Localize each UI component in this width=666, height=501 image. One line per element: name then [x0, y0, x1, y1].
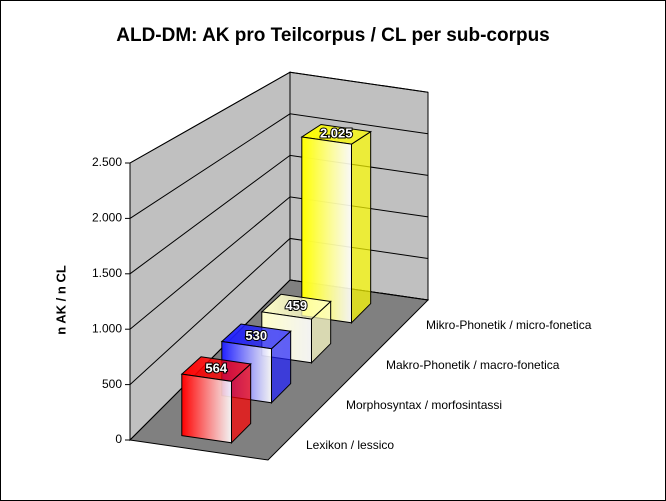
category-label: Morphosyntax / morfosintassi [346, 398, 502, 412]
y-tick-label: 2.000 [92, 211, 122, 225]
bar-group: 2.025 [300, 123, 373, 325]
data-label: 564 [205, 360, 227, 375]
bar-side [350, 130, 372, 325]
grid-line [129, 71, 429, 164]
y-tick-label: 2.500 [92, 155, 122, 169]
y-tick-label: 500 [102, 377, 122, 391]
category-label: Makro-Phonetik / macro-fonetica [386, 358, 560, 372]
bar-group: 564 [180, 356, 252, 445]
grid-line [129, 237, 429, 385]
y-tick-label: 1.000 [92, 321, 122, 335]
bar [181, 373, 232, 444]
data-label: 530 [245, 328, 267, 343]
data-label: 459 [285, 298, 307, 313]
bar [301, 136, 352, 324]
data-label: 2.025 [320, 126, 353, 141]
chart-title: ALD-DM: AK pro Teilcorpus / CL per sub-c… [116, 25, 550, 46]
grid-line [129, 154, 429, 275]
category-label: Mikro-Phonetik / micro-fonetica [426, 318, 592, 332]
y-tick-label: 0 [115, 432, 122, 446]
category-label: Lexikon / lessico [306, 438, 394, 452]
y-tick-label: 1.500 [92, 266, 122, 280]
grid-line [129, 196, 429, 330]
grid-line [129, 113, 429, 219]
y-axis-label: n AK / n CL [53, 265, 68, 335]
